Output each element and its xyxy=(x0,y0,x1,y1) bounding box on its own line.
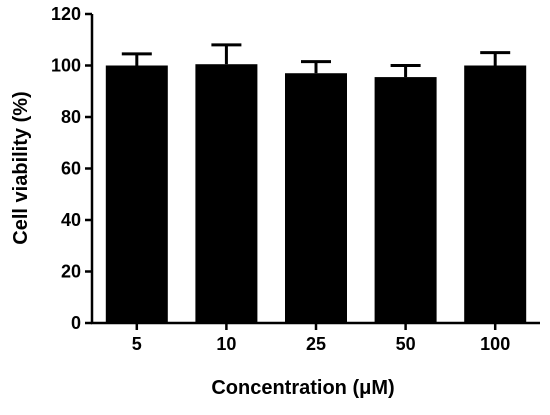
x-tick-label-10: 10 xyxy=(216,334,236,354)
y-tick-label: 60 xyxy=(61,159,81,179)
bar-5 xyxy=(105,65,168,323)
bar-10 xyxy=(195,64,258,324)
x-ticks-layer: 5 10 25 50 100 xyxy=(132,323,510,354)
y-tick-label: 40 xyxy=(61,210,81,230)
y-axis-title: Cell viability (%) xyxy=(10,91,32,244)
bar-100 xyxy=(464,65,527,323)
bars-layer xyxy=(105,64,527,324)
x-tick-label-5: 5 xyxy=(132,334,142,354)
x-axis-title: Concentration (μM) xyxy=(211,377,394,399)
x-tick-label-25: 25 xyxy=(306,334,326,354)
y-ticks-layer: 0 20 40 60 80 100 120 xyxy=(51,4,92,333)
error-bars-layer xyxy=(121,43,511,78)
y-tick-label: 0 xyxy=(71,313,81,333)
y-tick-label: 20 xyxy=(61,262,81,282)
y-tick-label: 100 xyxy=(51,56,81,76)
x-tick-label-50: 50 xyxy=(396,334,416,354)
bar-50 xyxy=(374,77,437,324)
x-tick-label-100: 100 xyxy=(480,334,510,354)
bar-25 xyxy=(285,73,347,323)
y-tick-label: 80 xyxy=(61,107,81,127)
y-tick-label: 120 xyxy=(51,4,81,24)
